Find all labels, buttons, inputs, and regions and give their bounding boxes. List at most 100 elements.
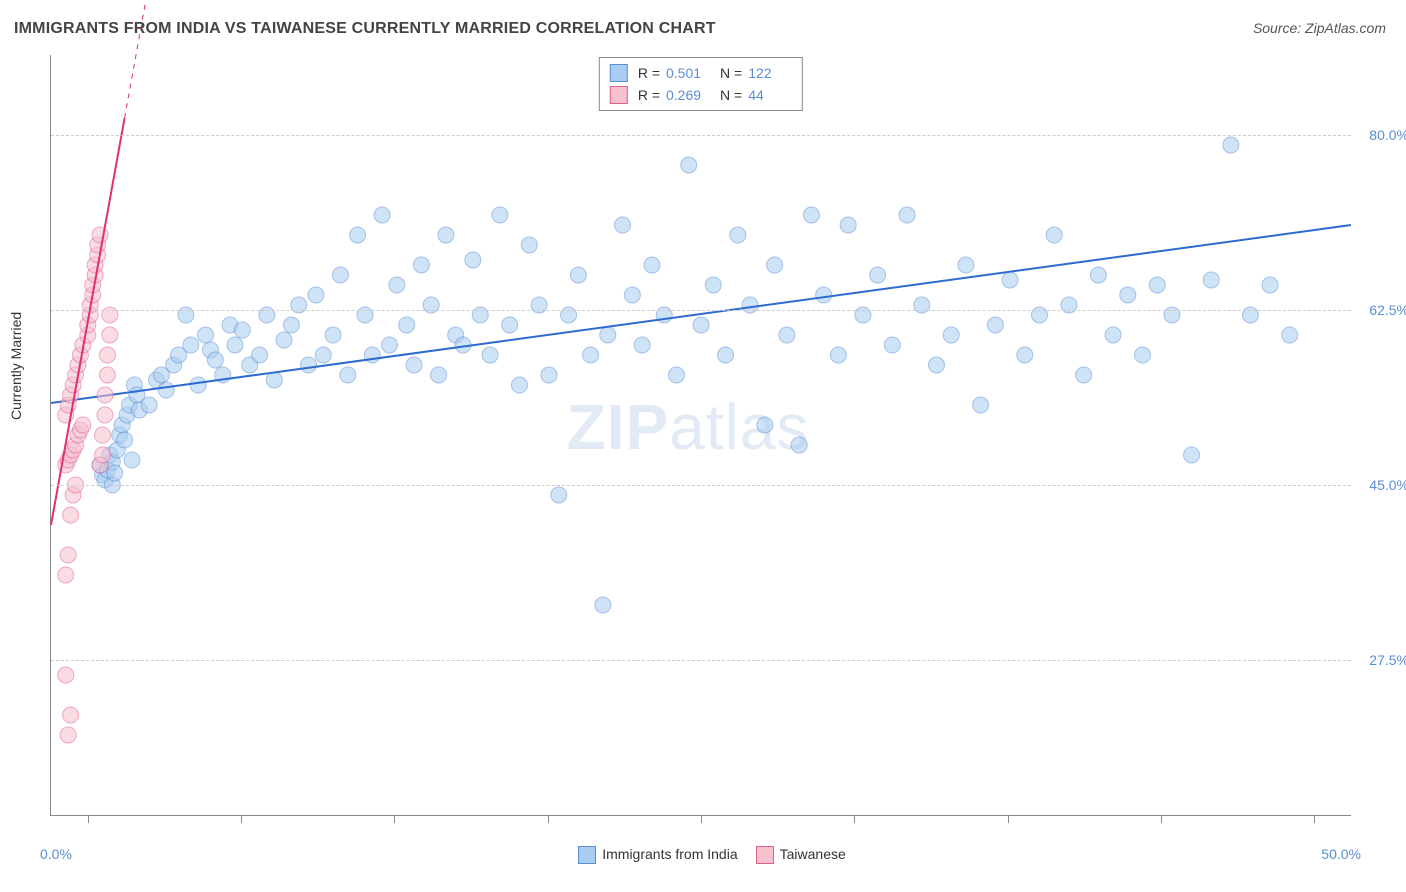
scatter-point bbox=[141, 397, 157, 413]
scatter-point bbox=[1090, 267, 1106, 283]
scatter-point bbox=[705, 277, 721, 293]
scatter-point bbox=[431, 367, 447, 383]
scatter-point bbox=[541, 367, 557, 383]
scatter-point bbox=[1017, 347, 1033, 363]
scatter-point bbox=[399, 317, 415, 333]
scatter-point bbox=[99, 367, 115, 383]
scatter-point bbox=[718, 347, 734, 363]
scatter-point bbox=[438, 227, 454, 243]
scatter-point bbox=[266, 372, 282, 388]
scatter-point bbox=[730, 227, 746, 243]
scatter-point bbox=[1046, 227, 1062, 243]
scatter-point bbox=[644, 257, 660, 273]
scatter-point bbox=[570, 267, 586, 283]
scatter-point bbox=[681, 157, 697, 173]
scatter-point bbox=[350, 227, 366, 243]
series-legend: Immigrants from India Taiwanese bbox=[0, 846, 1406, 864]
scatter-point bbox=[283, 317, 299, 333]
scatter-point bbox=[60, 547, 76, 563]
scatter-point bbox=[1076, 367, 1092, 383]
legend-r-value: 0.269 bbox=[666, 84, 710, 106]
legend-swatch bbox=[578, 846, 596, 864]
scatter-point bbox=[251, 347, 267, 363]
legend-label: Taiwanese bbox=[780, 846, 846, 862]
scatter-point bbox=[95, 427, 111, 443]
gridline bbox=[51, 485, 1351, 486]
scatter-point bbox=[958, 257, 974, 273]
scatter-point bbox=[227, 337, 243, 353]
legend-n-key: N = bbox=[720, 84, 742, 106]
scatter-point bbox=[58, 567, 74, 583]
plot-area: ZIPatlas R =0.501N =122R =0.269N =44 80.… bbox=[50, 55, 1351, 816]
scatter-point bbox=[840, 217, 856, 233]
scatter-point bbox=[803, 207, 819, 223]
xtick bbox=[241, 815, 242, 823]
scatter-point bbox=[511, 377, 527, 393]
scatter-point bbox=[1203, 272, 1219, 288]
scatter-point bbox=[99, 347, 115, 363]
xtick bbox=[394, 815, 395, 823]
scatter-point bbox=[1105, 327, 1121, 343]
scatter-point bbox=[58, 667, 74, 683]
xtick bbox=[1161, 815, 1162, 823]
scatter-point bbox=[987, 317, 1003, 333]
scatter-point bbox=[332, 267, 348, 283]
scatter-point bbox=[63, 507, 79, 523]
scatter-point bbox=[521, 237, 537, 253]
scatter-point bbox=[870, 267, 886, 283]
scatter-point bbox=[102, 327, 118, 343]
scatter-point bbox=[1135, 347, 1151, 363]
gridline bbox=[51, 310, 1351, 311]
scatter-point bbox=[668, 367, 684, 383]
legend-n-key: N = bbox=[720, 62, 742, 84]
scatter-point bbox=[600, 327, 616, 343]
scatter-point bbox=[757, 417, 773, 433]
legend-swatch bbox=[610, 86, 628, 104]
scatter-point bbox=[1184, 447, 1200, 463]
scatter-point bbox=[779, 327, 795, 343]
ytick-label: 27.5% bbox=[1359, 652, 1406, 668]
scatter-point bbox=[234, 322, 250, 338]
scatter-point bbox=[97, 407, 113, 423]
legend-n-value: 44 bbox=[748, 84, 792, 106]
scatter-point bbox=[63, 707, 79, 723]
scatter-point bbox=[583, 347, 599, 363]
scatter-point bbox=[413, 257, 429, 273]
scatter-point bbox=[190, 377, 206, 393]
scatter-point bbox=[1282, 327, 1298, 343]
scatter-point bbox=[791, 437, 807, 453]
scatter-point bbox=[595, 597, 611, 613]
scatter-point bbox=[1120, 287, 1136, 303]
xtick bbox=[701, 815, 702, 823]
legend-r-key: R = bbox=[638, 84, 660, 106]
scatter-point bbox=[551, 487, 567, 503]
xtick bbox=[548, 815, 549, 823]
scatter-point bbox=[634, 337, 650, 353]
scatter-point bbox=[207, 352, 223, 368]
scatter-point bbox=[482, 347, 498, 363]
scatter-point bbox=[899, 207, 915, 223]
scatter-point bbox=[693, 317, 709, 333]
scatter-point bbox=[315, 347, 331, 363]
legend-swatch bbox=[756, 846, 774, 864]
legend-label: Immigrants from India bbox=[602, 846, 737, 862]
gridline bbox=[51, 660, 1351, 661]
scatter-point bbox=[1149, 277, 1165, 293]
scatter-point bbox=[301, 357, 317, 373]
scatter-point bbox=[928, 357, 944, 373]
trend-line bbox=[51, 225, 1351, 403]
correlation-legend-row: R = 0.269 N = 44 bbox=[610, 84, 792, 106]
ytick-label: 45.0% bbox=[1359, 477, 1406, 493]
scatter-point bbox=[95, 447, 111, 463]
xtick bbox=[88, 815, 89, 823]
scatter-point bbox=[943, 327, 959, 343]
scatter-point bbox=[767, 257, 783, 273]
xtick bbox=[1008, 815, 1009, 823]
chart-title: IMMIGRANTS FROM INDIA VS TAIWANESE CURRE… bbox=[14, 20, 716, 38]
scatter-point bbox=[325, 327, 341, 343]
scatter-point bbox=[107, 465, 123, 481]
scatter-point bbox=[158, 382, 174, 398]
scatter-point bbox=[340, 367, 356, 383]
scatter-point bbox=[92, 227, 108, 243]
scatter-point bbox=[381, 337, 397, 353]
